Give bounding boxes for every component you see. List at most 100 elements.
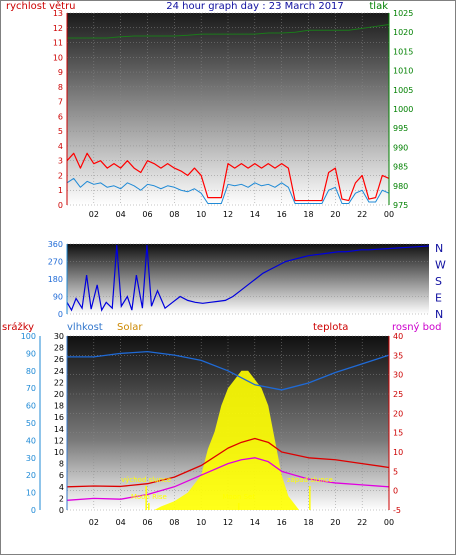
- chart2-y-tick-label: 180: [48, 275, 63, 284]
- chart3-rain-tick-label: 50: [26, 419, 36, 428]
- chart3-humidity-tick-label: 28: [54, 344, 64, 353]
- chart1-left-tick-label: 7: [58, 98, 63, 107]
- chart3-dewpoint-label: rosný bod: [392, 321, 441, 333]
- chart1-left-tick-label: 11: [53, 39, 63, 48]
- chart1-x-tick-label: 20: [330, 210, 340, 219]
- chart3-event-label: Moon Rise: [131, 493, 167, 501]
- chart1-x-tick-label: 16: [277, 210, 287, 219]
- chart3-dewpoint-line: [66, 457, 390, 501]
- chart1-left-tick-label: 5: [58, 127, 63, 136]
- chart1-left-tick-label: 0: [58, 201, 63, 210]
- chart1-left-tick-label: 10: [53, 53, 63, 62]
- chart2-y-tick-label: 90: [53, 293, 63, 302]
- chart3-x-tick-label: 02: [89, 518, 99, 527]
- chart1-right-ticks: 975 980 985 990 995 1000 1005 1010 1015 1020 1025: [393, 9, 413, 210]
- chart1-left-tick-label: 1: [58, 186, 63, 195]
- chart1-x-tick-label: 18: [303, 210, 313, 219]
- chart3-rain-tick-label: 20: [26, 471, 36, 480]
- chart3-x-tick-label: 06: [142, 518, 152, 527]
- chart3-rain-tick-label: 30: [26, 454, 36, 463]
- chart2-direction-line: [66, 244, 430, 312]
- chart3-x-tick-label: 08: [169, 518, 179, 527]
- chart1-x-tick-label: 04: [116, 210, 126, 219]
- chart1-right-tick-label: 1025: [393, 9, 413, 18]
- chart1-left-tick-label: 12: [53, 24, 63, 33]
- chart1-x-tick-label: 08: [169, 210, 179, 219]
- chart1-right-tick-label: 1005: [393, 86, 413, 95]
- chart1-right-tick-label: 1010: [393, 67, 413, 76]
- chart1-series: [66, 24, 390, 205]
- chart1-x-tick-label: 10: [196, 210, 206, 219]
- chart1-right-tick-label: 975: [393, 201, 408, 210]
- chart3-humidity-tick-label: 0: [59, 506, 64, 515]
- chart3-x-tick-label: 20: [330, 518, 340, 527]
- chart3-x-tick-label: 04: [116, 518, 126, 527]
- chart3-temperature-line: [66, 437, 390, 488]
- chart3-x-tick-label: 12: [223, 518, 233, 527]
- chart3-humidity-tick-label: 10: [54, 448, 64, 457]
- chart2-y-ticks: 0 90 180 270 360: [48, 240, 63, 319]
- chart3-humidity-tick-label: 26: [54, 355, 64, 364]
- chart2-direction-label: E: [435, 292, 442, 305]
- chart3-temp-tick-label: 5: [393, 467, 398, 476]
- chart3-temp-label: teplota: [313, 322, 348, 333]
- chart2-y-tick-label: 270: [48, 258, 63, 267]
- chart1-x-ticks: 02 04 06 08 10 12 14 16 18 20 22 00: [89, 210, 394, 219]
- chart3-rain-tick-label: 100: [21, 332, 36, 341]
- chart3-temp-tick-label: 15: [393, 429, 403, 438]
- chart1-wind-gust-line: [66, 152, 390, 202]
- chart3-rain-ticks: 0 10 20 30 40 50 60 70 80 90 100: [21, 332, 36, 515]
- chart1-right-tick-label: 990: [393, 143, 408, 152]
- chart3-temp-tick-label: 35: [393, 351, 403, 360]
- chart3-rain-tick-label: 0: [31, 506, 36, 515]
- chart3-humidity-tick-label: 12: [54, 436, 64, 445]
- chart3-temp-tick-label: 30: [393, 371, 403, 380]
- chart3-event-label: západ slunce: [287, 476, 333, 484]
- chart1-x-tick-label: 00: [384, 210, 394, 219]
- chart3-x-tick-label: 16: [277, 518, 287, 527]
- chart3-humidity-tick-label: 8: [59, 460, 64, 469]
- chart3-humidity-line: [67, 351, 390, 391]
- chart1-right-tick-label: 1020: [393, 28, 413, 37]
- chart1-right-tick-label: 995: [393, 124, 408, 133]
- chart3-rain-tick-label: 70: [26, 384, 36, 393]
- chart1-right-tick-label: 1000: [393, 105, 413, 114]
- chart1-left-label: rychlost větru: [6, 0, 76, 12]
- chart1-right-tick-label: 1015: [393, 47, 413, 56]
- chart3-solar-area: [67, 370, 389, 510]
- chart3-humidity-tick-label: 30: [54, 332, 64, 341]
- chart3-rain-tick-label: 10: [26, 489, 36, 498]
- chart1-title: 24 hour graph day : 23 March 2017: [166, 1, 344, 12]
- chart1-right-tick-label: 980: [393, 182, 408, 191]
- chart3-temp-tick-label: 25: [393, 390, 403, 399]
- chart3-x-tick-label: 00: [384, 518, 394, 527]
- chart3-events: východ slunce západ slunce Moon Rise Moon S…: [121, 476, 333, 510]
- chart2-y-tick-label: 0: [58, 310, 63, 319]
- chart3-series: [66, 351, 390, 510]
- chart3-event-label: Moon Set: [222, 493, 255, 501]
- chart3-humidity-tick-label: 18: [54, 402, 64, 411]
- chart1-x-tick-label: 06: [142, 210, 152, 219]
- chart3-rain-tick-label: 90: [26, 349, 36, 358]
- chart3-x-tick-label: 18: [303, 518, 313, 527]
- chart1-x-tick-label: 22: [357, 210, 367, 219]
- chart3-humidity-tick-label: 16: [54, 413, 64, 422]
- chart1-left-tick-label: 4: [58, 142, 63, 151]
- chart2-direction-label: N: [435, 308, 443, 321]
- chart3-solar-label: Solar: [117, 322, 143, 333]
- chart3-humidity-tick-label: 4: [59, 483, 64, 492]
- chart3-temp-ticks: -5 0 5 10 15 20 25 30 35 40: [393, 332, 403, 515]
- chart3-rain-label: srážky: [2, 321, 34, 333]
- chart3-humidity-tick-label: 24: [54, 367, 64, 376]
- chart3-humidity-tick-label: 2: [59, 494, 64, 503]
- chart1-pressure-line: [67, 24, 390, 39]
- chart3-humidity-tick-label: 22: [54, 378, 64, 387]
- chart3-temp-tick-label: -5: [393, 506, 401, 515]
- chart1-left-tick-label: 9: [58, 68, 63, 77]
- chart3-rain-tick-label: 80: [26, 367, 36, 376]
- chart1-right-label: tlak: [369, 1, 388, 12]
